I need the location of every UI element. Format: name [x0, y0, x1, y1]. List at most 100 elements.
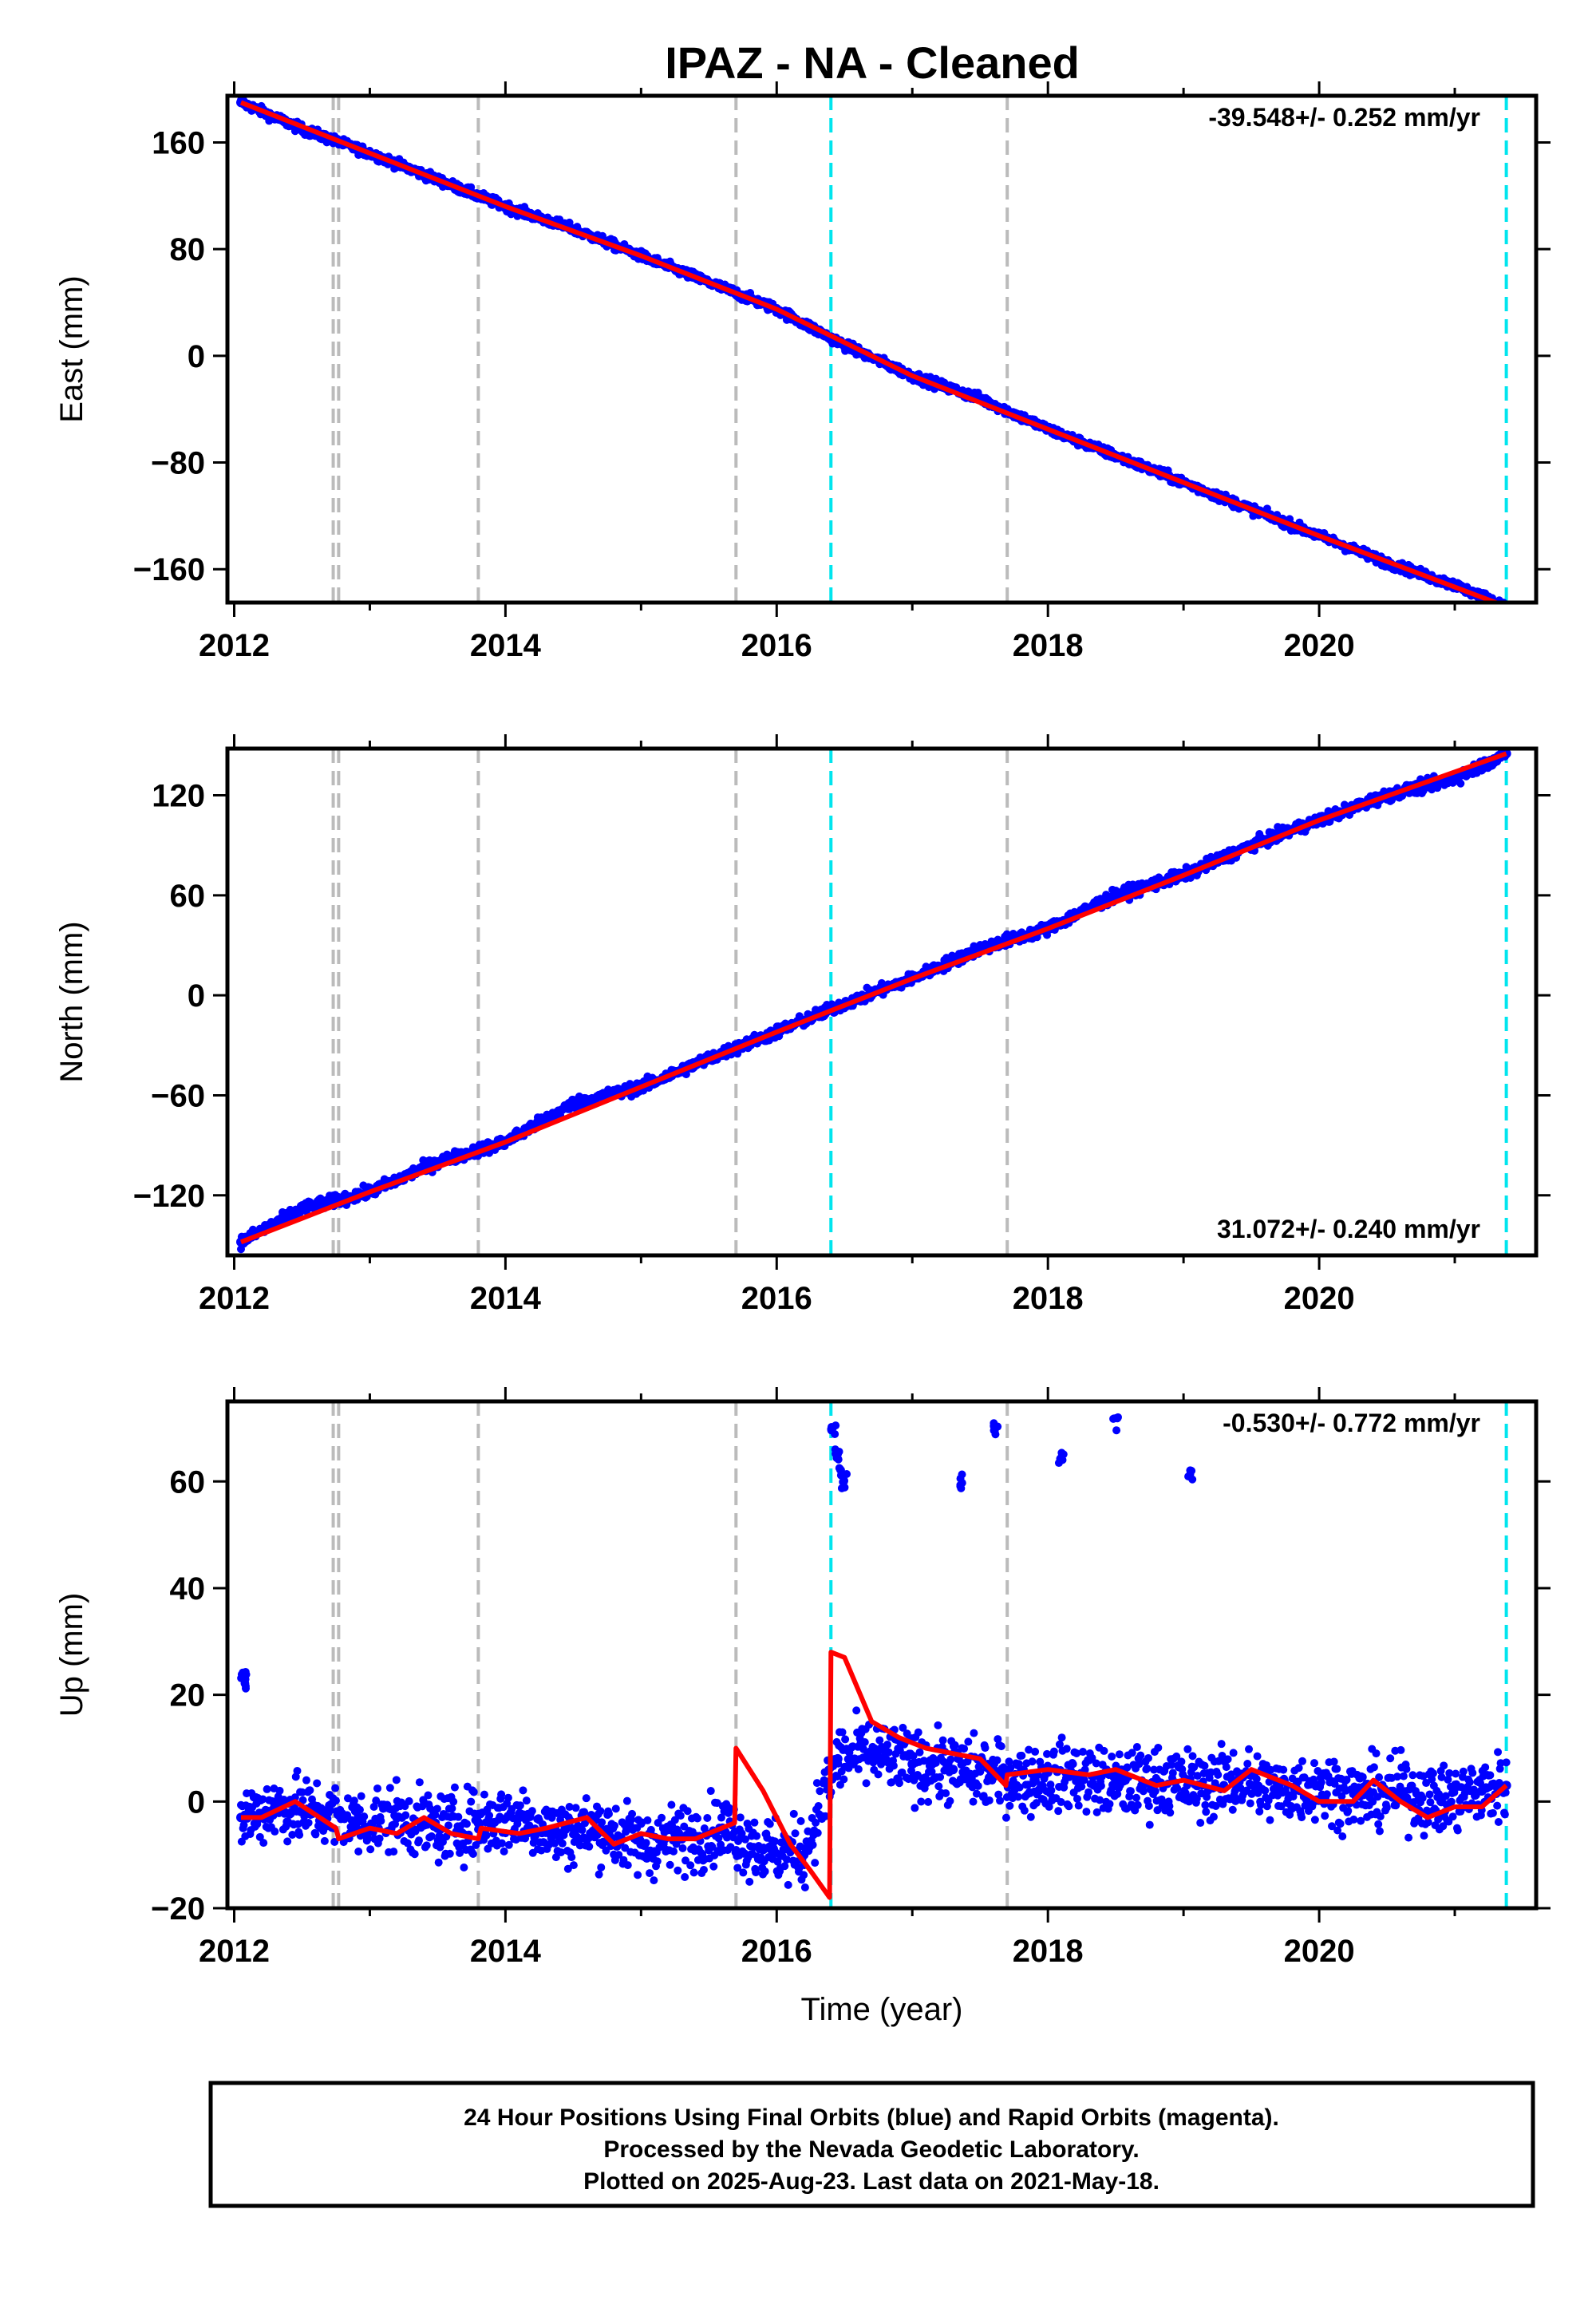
data-point — [1080, 1776, 1088, 1784]
data-point — [369, 1803, 378, 1812]
data-point — [1001, 1813, 1010, 1822]
data-point — [422, 1841, 431, 1850]
data-point — [709, 1862, 718, 1871]
data-point — [582, 1794, 591, 1803]
data-point — [938, 1736, 947, 1745]
y-tick-label: −160 — [133, 552, 205, 587]
x-tick-label: 2020 — [1284, 628, 1355, 663]
data-point — [444, 1821, 453, 1830]
data-point — [302, 1776, 310, 1784]
data-point — [667, 1800, 676, 1809]
data-point — [427, 1832, 436, 1840]
data-point — [784, 1880, 792, 1889]
data-point — [385, 1784, 394, 1792]
data-point — [239, 1820, 248, 1829]
data-point — [433, 1804, 441, 1813]
data-point — [981, 1744, 990, 1753]
data-point — [259, 1839, 268, 1848]
data-point — [565, 1803, 574, 1812]
y-tick-label: 160 — [152, 125, 205, 160]
data-point — [745, 1877, 754, 1886]
data-point — [676, 1812, 685, 1820]
data-point — [500, 1847, 508, 1856]
data-point — [578, 1826, 587, 1835]
data-point — [936, 1773, 945, 1781]
data-point — [405, 1796, 413, 1805]
data-point — [595, 1870, 603, 1879]
data-point — [994, 1735, 1002, 1744]
data-point — [960, 1745, 969, 1753]
data-point — [650, 1876, 658, 1885]
y-axis-label: North (mm) — [54, 921, 89, 1082]
data-point — [874, 1770, 883, 1779]
data-point — [1096, 1781, 1105, 1790]
data-point — [557, 1848, 566, 1856]
data-point — [811, 1859, 820, 1867]
data-point — [643, 1816, 652, 1824]
data-point — [634, 1871, 642, 1879]
data-point — [366, 1845, 375, 1854]
data-point — [497, 1839, 506, 1848]
data-point — [714, 1834, 723, 1843]
x-tick-label: 2014 — [470, 628, 542, 663]
x-tick-label: 2014 — [470, 1281, 542, 1316]
series-points — [235, 1706, 1511, 1892]
data-point — [674, 1866, 682, 1875]
y-tick-label: −60 — [151, 1078, 205, 1113]
data-point — [313, 1779, 322, 1788]
data-point — [1057, 1798, 1065, 1807]
data-point — [375, 1834, 384, 1843]
data-point — [469, 1788, 478, 1796]
data-point — [760, 1867, 769, 1875]
data-point — [789, 1809, 798, 1818]
data-point — [1057, 1733, 1066, 1742]
data-point — [569, 1861, 578, 1870]
y-tick-label: 0 — [188, 339, 205, 374]
data-point — [895, 1779, 903, 1788]
data-point — [706, 1787, 715, 1796]
data-point — [869, 1758, 878, 1767]
data-point — [454, 1812, 463, 1821]
data-point — [364, 1834, 373, 1843]
data-point — [796, 1816, 805, 1825]
data-point — [551, 1853, 560, 1862]
data-point — [942, 1788, 950, 1797]
data-point — [979, 1792, 988, 1800]
data-point — [854, 1765, 863, 1773]
data-point — [1501, 605, 1509, 613]
data-point — [812, 1779, 821, 1788]
y-tick-label: −80 — [151, 446, 205, 481]
data-point-anchor — [1450, 773, 1460, 784]
data-point — [259, 1795, 267, 1804]
data-point — [919, 1757, 928, 1765]
data-point — [449, 1797, 458, 1806]
data-point — [519, 1786, 527, 1795]
data-point — [670, 1816, 679, 1824]
data-point — [841, 1735, 850, 1744]
data-point — [468, 1850, 477, 1859]
data-point — [699, 1865, 708, 1874]
data-point — [435, 1832, 444, 1840]
data-point — [739, 1868, 748, 1877]
chart-title: IPAZ - NA - Cleaned — [665, 38, 1080, 88]
data-point — [621, 1844, 630, 1852]
data-point — [915, 1748, 924, 1757]
data-point — [271, 1827, 279, 1836]
data-point — [821, 1812, 830, 1820]
data-point — [816, 1787, 824, 1796]
data-point — [403, 1839, 412, 1848]
y-axis-label: East (mm) — [54, 275, 89, 422]
data-point — [646, 1869, 654, 1878]
data-point — [401, 1811, 410, 1820]
data-point — [1074, 1801, 1083, 1810]
panel-frame — [225, 746, 1539, 1258]
data-point — [813, 1828, 822, 1837]
data-point — [575, 1841, 584, 1850]
data-point — [295, 1831, 304, 1840]
y-tick-label: 80 — [170, 232, 206, 267]
data-point — [1032, 1799, 1041, 1808]
data-point — [415, 1778, 424, 1787]
data-point — [808, 1840, 817, 1849]
